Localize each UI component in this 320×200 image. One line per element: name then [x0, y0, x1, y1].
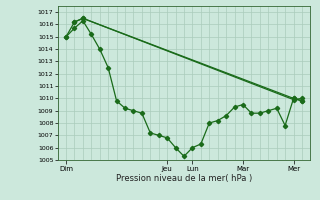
X-axis label: Pression niveau de la mer( hPa ): Pression niveau de la mer( hPa ) — [116, 174, 252, 183]
